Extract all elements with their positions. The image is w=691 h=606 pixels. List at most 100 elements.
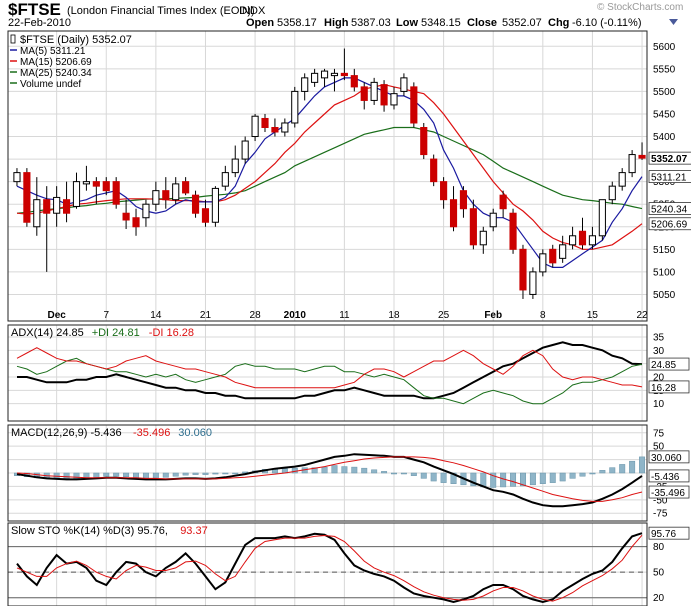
legend-label: -35.496 <box>133 427 170 439</box>
ohlc-summary: Open 5358.17 High 5387.03 Low 5348.15 Cl… <box>246 17 678 29</box>
macd-histogram-bar <box>599 470 606 474</box>
macd-histogram-bar <box>232 472 239 475</box>
macd-histogram-bar <box>410 472 417 476</box>
candle-body <box>23 172 31 223</box>
candle-body <box>221 172 229 187</box>
ma15-line <box>16 83 643 250</box>
open-label: Open <box>246 17 274 29</box>
x-tick-label: 11 <box>339 310 350 321</box>
value-tag-label: 16.28 <box>651 383 676 394</box>
legend-label: Slow STO %K(14) %D(3) 95.76, <box>11 525 168 537</box>
panel-legend: Slow STO %K(14) %D(3) 95.76, 93.37 <box>11 525 208 537</box>
candle-body <box>162 190 170 201</box>
panel-background <box>8 325 647 421</box>
macd-histogram-bar <box>500 472 507 488</box>
exchange-label: INDX <box>239 5 266 17</box>
macd-histogram-bar <box>569 472 576 479</box>
x-tick-label: 14 <box>150 310 162 321</box>
candle-body <box>191 194 200 214</box>
candle-body <box>53 196 61 214</box>
chart-date: 22-Feb-2010 <box>8 17 71 29</box>
macd-histogram-bar <box>430 472 437 482</box>
value-tag-box <box>648 450 690 464</box>
candle-body <box>459 190 468 210</box>
macd-histogram-bar <box>629 460 636 474</box>
candle-body <box>509 212 517 250</box>
macd-histogram-bar <box>361 467 368 474</box>
candle-body <box>420 126 428 156</box>
y-tick-label: -75 <box>653 509 668 520</box>
legend-label: -DI 16.28 <box>149 327 194 339</box>
high-label: High <box>324 17 349 29</box>
candle-body <box>102 181 110 192</box>
series-line <box>17 341 643 400</box>
candle-body <box>43 199 51 214</box>
chg-value: -6.10 (-0.11%) <box>572 17 642 29</box>
y-tick-label: 5600 <box>653 42 676 53</box>
panel-4: 20 50 80 95.76 Slow STO %K(14) %D(3) 95.76, 9… <box>7 522 690 606</box>
y-tick-label: 5150 <box>653 245 676 256</box>
macd-histogram-bar <box>589 472 596 475</box>
candle-body <box>440 181 448 201</box>
value-tag-label: 95.76 <box>651 529 676 540</box>
price-tag-box <box>648 202 691 215</box>
macd-histogram-bar <box>331 465 338 474</box>
legend-label: MA(25) 5240.34 <box>20 68 92 79</box>
macd-histogram-bar <box>559 472 566 482</box>
value-tag-box <box>648 526 690 540</box>
y-tick-label: 80 <box>653 542 665 553</box>
macd-histogram-bar <box>619 464 626 474</box>
candle-body <box>479 230 487 246</box>
macd-histogram-bar <box>341 466 348 474</box>
legend-label: Volume undef <box>20 79 81 90</box>
candle-body <box>301 77 309 92</box>
x-tick-label: 7 <box>103 310 109 321</box>
candle-body <box>251 115 259 138</box>
panel-border <box>7 522 648 606</box>
candle-body <box>122 212 130 221</box>
candle-body <box>291 90 299 124</box>
macd-histogram-bar <box>510 472 517 487</box>
legend-label: 30.060 <box>178 427 212 439</box>
x-tick-label: 28 <box>250 310 262 321</box>
candle-body <box>529 271 537 295</box>
macd-histogram-bar <box>549 472 556 483</box>
candle-body <box>608 185 616 201</box>
macd-histogram-bar <box>639 456 646 474</box>
x-tick-label: 18 <box>388 310 400 321</box>
open-value: 5358.17 <box>277 17 317 29</box>
macd-histogram-bar <box>103 472 110 477</box>
candle-body <box>261 117 269 128</box>
x-tick-label: 25 <box>438 310 450 321</box>
plot-area <box>13 48 646 299</box>
candle-body <box>320 70 329 79</box>
candle-body <box>638 154 646 159</box>
price-tag-box <box>648 217 691 231</box>
candle-body <box>241 140 249 160</box>
candle-body <box>559 244 567 259</box>
legend-label: +DI 24.81 <box>92 327 140 339</box>
value-tag-label: 24.85 <box>651 360 676 371</box>
candle-body <box>350 75 358 88</box>
macd-histogram-bar <box>539 472 546 484</box>
value-tag-box <box>648 357 690 371</box>
value-tag-label: 30.060 <box>651 453 682 464</box>
candle-body <box>370 81 378 101</box>
legend-label: MA(5) 5311.21 <box>20 46 86 57</box>
x-tick-label: 2010 <box>284 310 307 321</box>
macd-histogram-bar <box>609 467 616 474</box>
macd-histogram-bar <box>172 472 179 477</box>
candle-body <box>410 86 418 124</box>
macd-histogram-bar <box>450 472 457 484</box>
high-value: 5387.03 <box>351 17 391 29</box>
macd-histogram-bar <box>420 472 427 479</box>
legend-candle-swatch <box>10 34 16 44</box>
macd-histogram-bar <box>321 466 328 474</box>
price-tag-box <box>648 170 691 183</box>
y-tick-label: 50 <box>653 568 665 579</box>
candle-body <box>628 154 636 174</box>
x-tick-label: Feb <box>484 310 502 321</box>
triangle-down-icon[interactable] <box>669 19 678 25</box>
panel-border <box>7 324 648 422</box>
